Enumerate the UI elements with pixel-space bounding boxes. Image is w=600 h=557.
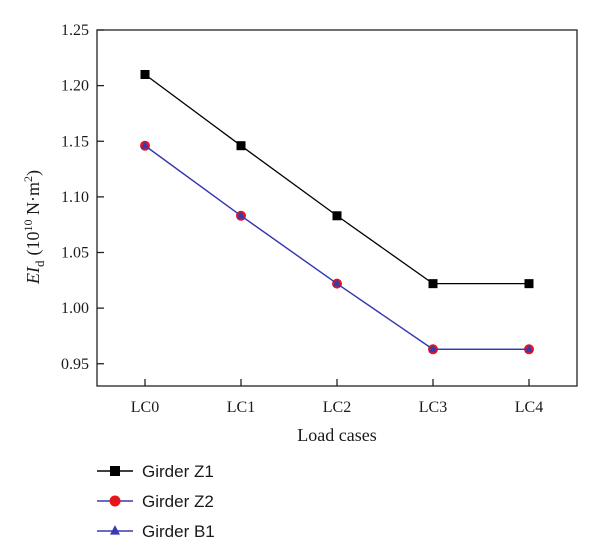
y-axis-title-unit-close: ) bbox=[23, 170, 44, 176]
x-tick-label: LC4 bbox=[515, 399, 543, 416]
x-tick-label: LC1 bbox=[227, 399, 255, 416]
legend: Girder Z1 Girder Z2 Girder B1 bbox=[97, 462, 215, 541]
data-point-girder-z1 bbox=[140, 70, 150, 79]
legend-marker-girder-z1 bbox=[110, 466, 120, 476]
legend-label-girder-z1: Girder Z1 bbox=[142, 462, 214, 481]
data-point-girder-z1 bbox=[428, 279, 438, 289]
x-tick-label: LC0 bbox=[131, 399, 159, 416]
x-axis-ticks: LC0 LC1 LC2 LC3 LC4 bbox=[131, 379, 543, 416]
y-axis-title-main: EI bbox=[23, 266, 43, 285]
plot-frame bbox=[96, 29, 578, 387]
legend-label-girder-b1: Girder B1 bbox=[142, 522, 215, 541]
y-tick-label: 0.95 bbox=[61, 356, 89, 373]
series-line-girder-b1 bbox=[144, 145, 529, 350]
y-tick-label: 1.15 bbox=[61, 133, 89, 150]
x-axis-title: Load cases bbox=[297, 425, 376, 445]
series-group bbox=[140, 70, 534, 355]
y-axis-title: EId (1010 N·m2) bbox=[21, 170, 47, 285]
y-axis-title-unit-rest: N·m bbox=[23, 182, 43, 220]
data-point-girder-b1 bbox=[237, 211, 245, 219]
series-line-girder-z1 bbox=[144, 73, 529, 285]
series-girder-z2 bbox=[140, 140, 534, 355]
data-point-girder-z1 bbox=[524, 279, 534, 289]
y-axis-title-sub: d bbox=[32, 260, 47, 267]
y-tick-label: 1.20 bbox=[61, 78, 89, 95]
legend-marker-girder-z2 bbox=[109, 495, 121, 507]
y-axis-title-unit-exp2: 2 bbox=[21, 176, 35, 182]
series-girder-z1 bbox=[140, 70, 534, 289]
data-point-girder-b1 bbox=[525, 344, 533, 353]
legend-item-girder-z1: Girder Z1 bbox=[97, 462, 214, 481]
legend-item-girder-b1: Girder B1 bbox=[97, 522, 215, 541]
data-point-girder-z1 bbox=[236, 141, 246, 151]
legend-label-girder-z2: Girder Z2 bbox=[142, 492, 214, 511]
legend-marker-girder-b1 bbox=[110, 525, 120, 535]
series-line-girder-z2 bbox=[144, 145, 529, 350]
legend-item-girder-z2: Girder Z2 bbox=[97, 492, 214, 511]
data-point-girder-b1 bbox=[333, 278, 341, 287]
y-tick-label: 1.25 bbox=[61, 22, 89, 39]
y-axis-ticks: 0.95 1.00 1.05 1.10 1.15 1.20 1.25 bbox=[61, 22, 104, 373]
x-tick-label: LC2 bbox=[323, 399, 351, 416]
data-point-girder-b1 bbox=[429, 344, 437, 353]
y-tick-label: 1.00 bbox=[61, 300, 89, 317]
data-point-girder-b1 bbox=[141, 140, 149, 149]
y-tick-label: 1.05 bbox=[61, 245, 89, 262]
data-point-girder-z1 bbox=[332, 211, 342, 221]
y-tick-label: 1.10 bbox=[61, 189, 89, 206]
x-tick-label: LC3 bbox=[419, 399, 447, 416]
y-axis-title-unit-prefix: (10 bbox=[23, 232, 44, 256]
series-girder-b1 bbox=[141, 140, 533, 353]
plot-area-border bbox=[96, 29, 578, 387]
y-axis-title-unit-exp: 10 bbox=[21, 220, 35, 232]
